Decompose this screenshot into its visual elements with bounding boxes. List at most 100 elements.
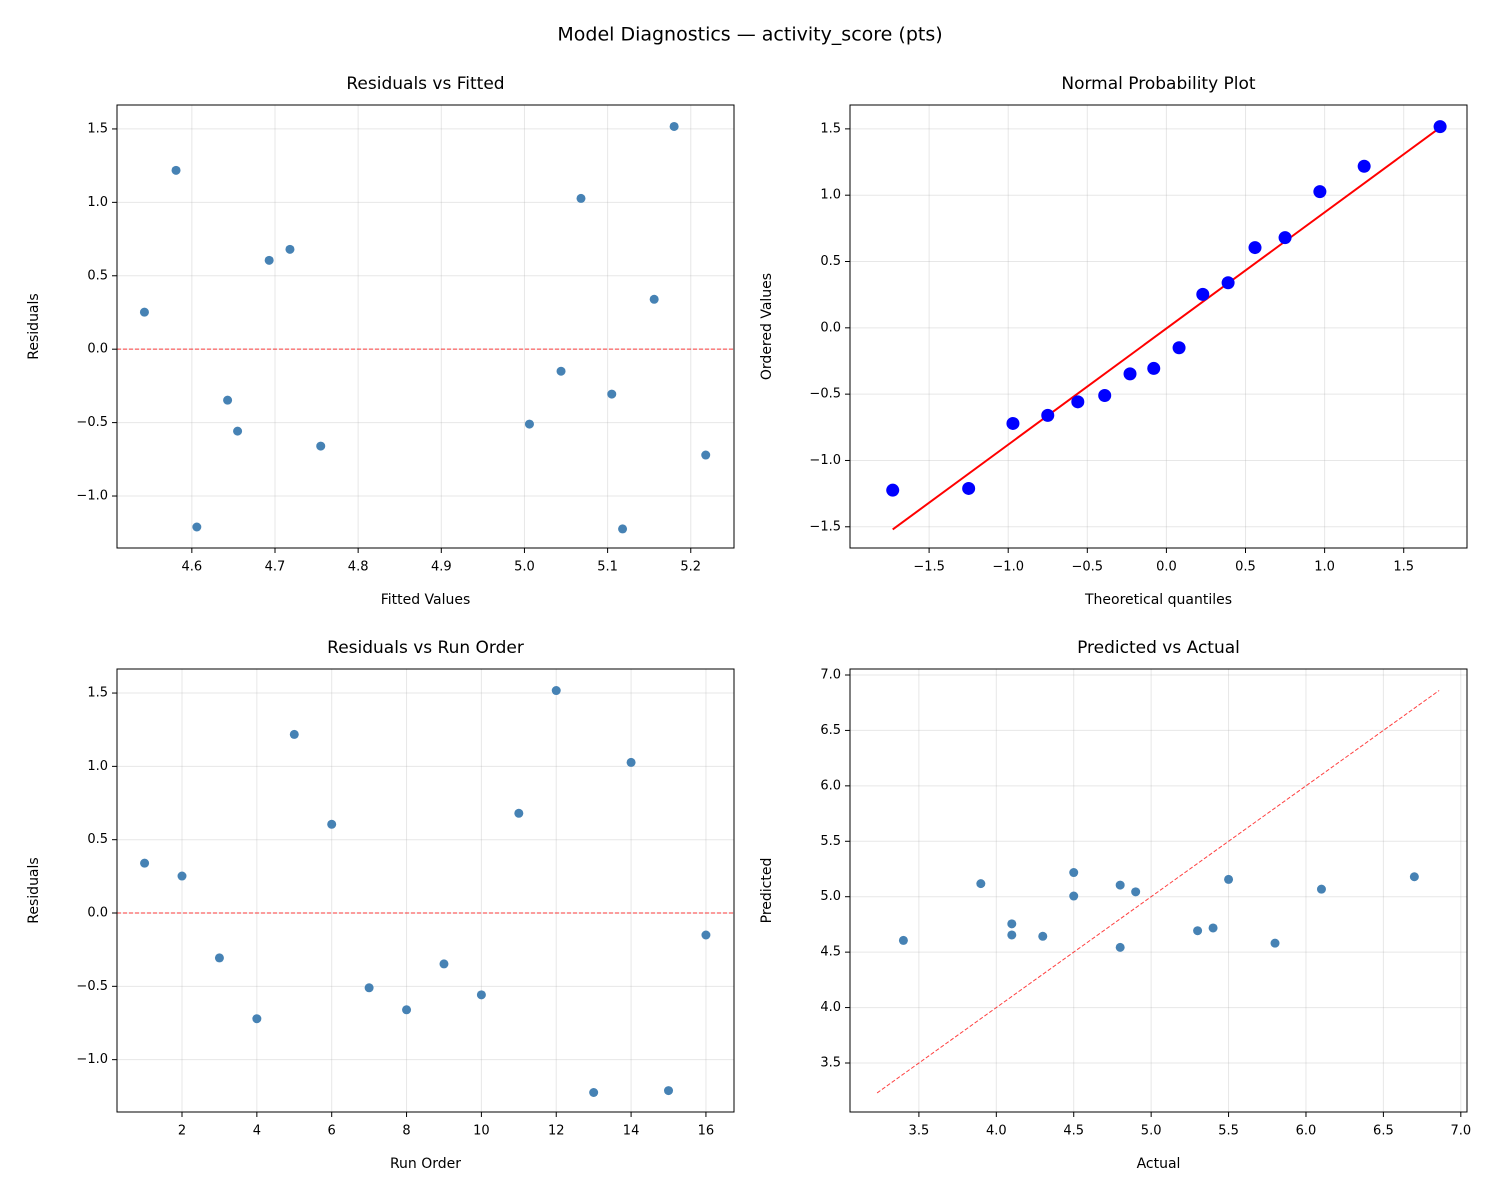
y-tick-label: −1.0 [76, 1052, 108, 1067]
point [1071, 395, 1085, 409]
fit-line [892, 126, 1441, 531]
y-tick-label: −1.5 [809, 519, 841, 534]
point [1147, 361, 1161, 375]
point [1248, 241, 1262, 255]
point [514, 808, 524, 818]
point [626, 757, 636, 767]
point [664, 1086, 674, 1096]
point [289, 729, 299, 739]
y-tick-label: 5.0 [820, 889, 841, 904]
y-tick-label: 5.5 [820, 834, 841, 849]
point [1224, 874, 1234, 884]
point [1007, 930, 1017, 940]
x-tick-label: 7.0 [1450, 1124, 1471, 1139]
point [1115, 942, 1125, 952]
y-tick-label: 6.0 [820, 778, 841, 793]
y-axis-label: Ordered Values [759, 273, 775, 380]
x-tick-label: 1.5 [1393, 560, 1414, 575]
point [364, 983, 374, 993]
x-axis-label: Actual [1137, 1156, 1181, 1172]
point [551, 686, 561, 696]
y-tick-label: −0.5 [76, 979, 108, 994]
point [1006, 416, 1020, 430]
axes-frame [849, 668, 1468, 1113]
point [1221, 276, 1235, 290]
y-axis-label: Predicted [759, 858, 775, 924]
x-tick-label: 2 [178, 1124, 186, 1139]
axes-frame [849, 104, 1468, 549]
subplot-title: Residuals vs Fitted [346, 74, 504, 94]
point [1007, 919, 1017, 929]
point [252, 1014, 262, 1024]
point [1069, 891, 1079, 901]
y-tick-label: 3.5 [820, 1055, 841, 1070]
point [402, 1005, 412, 1015]
subplot: 2 4 6 8 10 12 14 16 −1.0 −0.5 0.0 0.5 1.0 1.5 Residual… [26, 638, 735, 1172]
subplot: −1.5 −1.0 −0.5 0.0 0.5 1.0 1.5 −1.5 −1.0 −0.5 0.0 0… [759, 74, 1468, 608]
x-tick-label: 4.9 [431, 560, 452, 575]
point [171, 165, 181, 175]
subplot: 3.5 4.0 4.5 5.0 5.5 6.0 6.5 7.0 3.5 4.0 4.5 5.0 5.5 6… [759, 638, 1471, 1172]
y-tick-label: 4.5 [820, 945, 841, 960]
fit-line [876, 690, 1440, 1094]
y-tick-label: −0.5 [809, 387, 841, 402]
point [192, 522, 202, 532]
point [701, 930, 711, 940]
point [214, 953, 224, 963]
x-tick-label: 0.0 [1156, 560, 1177, 575]
y-tick-label: 1.0 [87, 759, 108, 774]
y-tick-label: 0.0 [87, 906, 108, 921]
point [1270, 938, 1280, 948]
x-tick-label: 6.0 [1296, 1124, 1317, 1139]
x-tick-label: 12 [548, 1124, 565, 1139]
subplot-title: Predicted vs Actual [1077, 638, 1240, 658]
point [607, 389, 617, 399]
x-axis-label: Fitted Values [381, 592, 471, 608]
point [139, 307, 149, 317]
point [898, 935, 908, 945]
point [223, 395, 233, 405]
x-tick-label: 5.5 [1218, 1124, 1239, 1139]
point [439, 959, 449, 969]
x-tick-label: 6 [328, 1124, 336, 1139]
point [669, 121, 679, 131]
y-axis-label: Residuals [26, 293, 42, 359]
x-tick-label: −1.5 [913, 560, 945, 575]
y-axis-label: Residuals [26, 857, 42, 923]
point [556, 366, 566, 376]
x-tick-label: 5.0 [1141, 1124, 1162, 1139]
point [1316, 884, 1326, 894]
x-axis-label: Theoretical quantiles [1084, 592, 1232, 608]
y-tick-label: −1.0 [76, 489, 108, 504]
y-tick-label: 6.5 [820, 723, 841, 738]
y-tick-label: 0.5 [820, 254, 841, 269]
x-tick-label: 4.5 [1063, 1124, 1084, 1139]
point [1038, 931, 1048, 941]
point [886, 483, 900, 497]
point [576, 193, 586, 203]
point [1433, 120, 1447, 134]
point [1069, 868, 1079, 878]
point [962, 481, 976, 495]
x-tick-label: 1.0 [1314, 560, 1335, 575]
point [1172, 341, 1186, 355]
x-tick-label: 4 [253, 1124, 261, 1139]
point [140, 858, 150, 868]
point [618, 524, 628, 534]
subplot-title: Normal Probability Plot [1061, 74, 1256, 94]
y-tick-label: 0.5 [87, 268, 108, 283]
point [976, 879, 986, 889]
point [327, 819, 337, 829]
point [285, 244, 295, 254]
x-tick-label: 3.5 [909, 1124, 930, 1139]
y-tick-label: 1.5 [820, 121, 841, 136]
y-tick-label: 0.0 [820, 320, 841, 335]
point [1041, 408, 1055, 422]
x-tick-label: 5.1 [597, 560, 618, 575]
axes-frame [116, 668, 735, 1113]
x-axis-label: Run Order [390, 1156, 461, 1172]
x-tick-label: 4.0 [986, 1124, 1007, 1139]
x-tick-label: 0.5 [1235, 560, 1256, 575]
subplot-title: Residuals vs Run Order [327, 638, 524, 658]
point [701, 450, 711, 460]
